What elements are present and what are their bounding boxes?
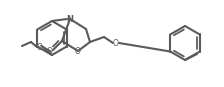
Text: O: O — [113, 39, 119, 48]
Text: O: O — [37, 43, 43, 52]
Text: O: O — [47, 46, 53, 56]
Text: N: N — [67, 15, 73, 23]
Text: O: O — [75, 48, 81, 56]
